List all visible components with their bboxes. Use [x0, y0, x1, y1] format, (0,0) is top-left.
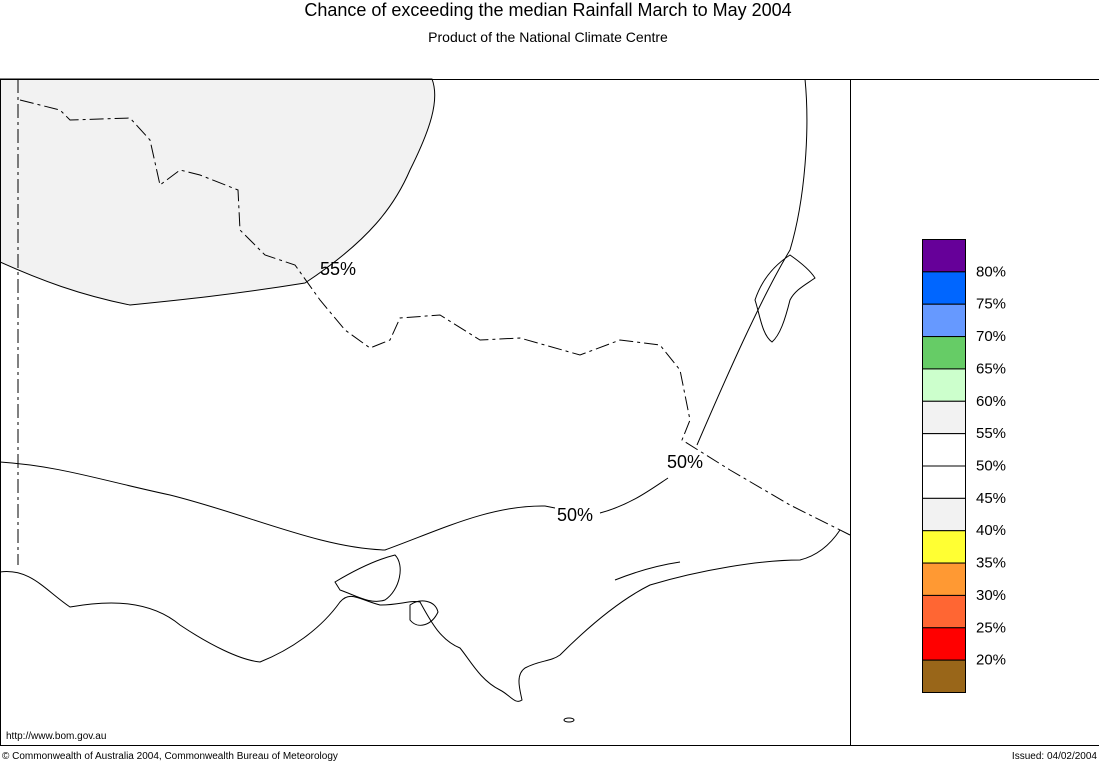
legend-swatch	[922, 465, 966, 499]
map-area: 55% 50% 50% http://www.bom.gov.au	[0, 78, 851, 742]
title: Chance of exceeding the median Rainfall …	[304, 0, 791, 20]
legend-label: 75%	[976, 296, 1006, 313]
legend-swatch	[922, 336, 966, 370]
legend-swatch	[922, 659, 966, 694]
legend-label: 60%	[976, 393, 1006, 410]
legend-swatch	[922, 368, 966, 402]
contour-label: 55%	[320, 259, 356, 279]
legend-swatch	[922, 497, 966, 532]
contour-label: 50%	[557, 505, 593, 525]
legend-label: 35%	[976, 555, 1006, 572]
contour-50-east	[696, 78, 808, 446]
copyright: © Commonwealth of Australia 2004, Common…	[2, 751, 338, 762]
legend-label: 25%	[976, 619, 1006, 636]
legend-label: 45%	[976, 490, 1006, 507]
legend-swatch	[922, 239, 966, 273]
contour-label: 50%	[667, 452, 703, 472]
legend-label: 65%	[976, 360, 1006, 377]
legend-swatch	[922, 530, 966, 564]
legend: 80% 75% 70% 65% 60% 55% 50% 45% 40% 35% 30% 25% 20%	[922, 239, 1006, 694]
legend-swatch	[922, 562, 966, 596]
legend-label: 20%	[976, 652, 1006, 669]
legend-swatch	[922, 594, 966, 629]
legend-swatch	[922, 271, 966, 305]
contour-50-mid	[599, 477, 669, 514]
legend-label: 40%	[976, 522, 1006, 539]
western-port	[409, 600, 439, 626]
legend-swatch	[922, 627, 966, 661]
legend-swatch	[922, 433, 966, 467]
state-border-nsw	[19, 99, 851, 536]
act-region	[754, 254, 816, 343]
legend-swatch	[922, 303, 966, 338]
shaded-region	[0, 78, 436, 306]
url: http://www.bom.gov.au	[6, 731, 106, 742]
gippsland-lakes	[614, 561, 681, 581]
legend-label: 30%	[976, 587, 1006, 604]
port-phillip	[334, 554, 401, 602]
legend-label: 70%	[976, 328, 1006, 345]
legend-swatch	[922, 400, 966, 435]
subtitle: Product of the National Climate Centre	[428, 29, 668, 45]
legend-label: 50%	[976, 458, 1006, 475]
legend-label: 80%	[976, 263, 1006, 280]
contour-50-west	[0, 461, 556, 551]
coastline	[0, 529, 841, 702]
island	[563, 717, 575, 723]
issued: Issued: 04/02/2004	[1012, 751, 1098, 762]
legend-label: 55%	[976, 425, 1006, 442]
